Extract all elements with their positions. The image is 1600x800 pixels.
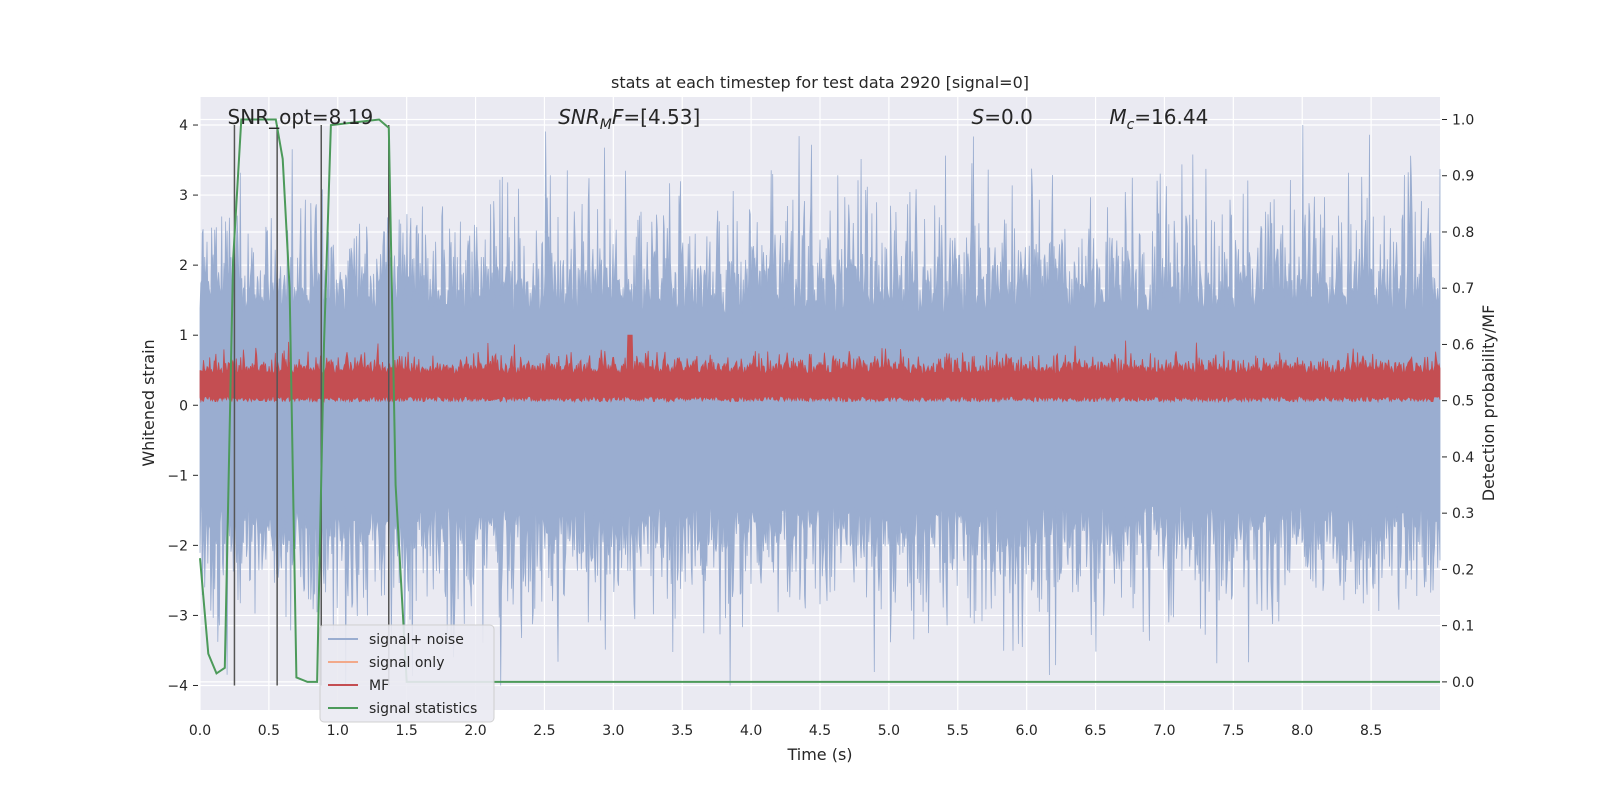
x-tick-label: 3.5 [671, 723, 693, 739]
y-left-tick-label: 4 [179, 118, 188, 134]
y-left-tick-label: −2 [167, 538, 188, 554]
x-axis-label: Time (s) [786, 745, 852, 764]
y-left-tick-label: 3 [179, 188, 188, 204]
legend-box [319, 624, 495, 723]
x-tick-label: 4.5 [809, 723, 831, 739]
annotation-text: S=0.0 [972, 105, 1033, 129]
mf-area [199, 334, 1441, 404]
y-left-tick-label: −4 [167, 678, 188, 694]
x-tick-label: 4.0 [740, 723, 762, 739]
x-tick-label: 1.5 [396, 723, 418, 739]
y-right-tick-label: 1.0 [1452, 112, 1474, 128]
y-left-tick-label: 1 [179, 328, 188, 344]
y-left-tick-label: 0 [179, 398, 188, 414]
x-tick-label: 8.0 [1291, 723, 1313, 739]
legend-label-signal-noise: signal+ noise [369, 632, 464, 648]
legend-label-signal-only: signal only [369, 655, 444, 671]
y-right-tick-label: 0.1 [1452, 619, 1474, 635]
y-right-tick-label: 0.9 [1452, 169, 1474, 185]
y-left-tick-label: 2 [179, 258, 188, 274]
y-right-tick-label: 0.6 [1452, 337, 1474, 353]
y-right-tick-label: 0.7 [1452, 281, 1474, 297]
x-tick-label: 2.5 [533, 723, 555, 739]
y-axis-left-label: Whitened strain [139, 339, 158, 466]
y-right-tick-label: 0.0 [1452, 675, 1474, 691]
x-axis-ticks: 0.0 0.5 1.0 1.5 2.0 2.5 3.0 3.5 4.0 4.5 5.0 5.5 6.0 6… [189, 723, 1382, 739]
signal-statistics-series [199, 118, 1440, 683]
y-right-tick-label: 0.3 [1452, 506, 1474, 522]
y-axis-left-ticks: 4 3 2 1 0 −1 −2 −3 −4 [167, 118, 198, 694]
y-axis-right-label: Detection probability/MF [1479, 305, 1498, 502]
y-right-tick-label: 0.5 [1452, 394, 1474, 410]
x-tick-label: 6.5 [1084, 723, 1106, 739]
signal-noise-series [199, 124, 1441, 686]
y-axis-right-ticks: 1.0 0.9 0.8 0.7 0.6 0.5 0.4 0.3 0.2 0.1 0.0 [1442, 112, 1474, 691]
y-right-tick-label: 0.2 [1452, 562, 1474, 578]
annotation-text: SNR_opt=8.19 [228, 105, 374, 129]
x-tick-label: 7.5 [1222, 723, 1244, 739]
annotation-text: Mc=16.44 [1109, 105, 1208, 133]
x-tick-label: 7.0 [1153, 723, 1175, 739]
chart-title: stats at each timestep for test data 292… [611, 73, 1029, 92]
x-tick-label: 5.0 [878, 723, 900, 739]
x-tick-label: 2.0 [464, 723, 486, 739]
mf-series [199, 334, 1441, 404]
legend-label-signal-statistics: signal statistics [369, 701, 477, 717]
vertical-markers [233, 125, 390, 686]
y-left-tick-label: −3 [167, 608, 188, 624]
annotations: SNR_opt=8.19 SNRMF=[4.53] S=0.0 Mc=16.44 [228, 105, 1209, 133]
x-tick-label: 6.0 [1016, 723, 1038, 739]
legend-label-mf: MF [369, 678, 389, 694]
legend: signal+ noise signal only MF signal stat… [319, 624, 495, 723]
y-right-tick-label: 0.4 [1452, 450, 1474, 466]
x-tick-label: 0.5 [258, 723, 280, 739]
x-tick-label: 0.0 [189, 723, 211, 739]
x-tick-label: 8.5 [1360, 723, 1382, 739]
signal-noise-area [199, 124, 1441, 686]
x-tick-label: 5.5 [947, 723, 969, 739]
signal-statistics-line [199, 118, 1440, 683]
x-tick-label: 1.0 [327, 723, 349, 739]
annotation-text: SNRMF=[4.53] [558, 105, 700, 133]
y-left-tick-label: −1 [167, 468, 188, 484]
x-tick-label: 3.0 [602, 723, 624, 739]
y-right-tick-label: 0.8 [1452, 225, 1474, 241]
